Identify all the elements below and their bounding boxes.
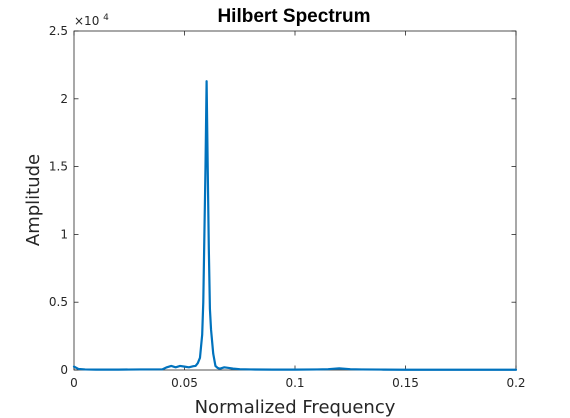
- x-tick-label: 0.2: [506, 376, 525, 390]
- y-axis-ticks: 0 0.5 1 1.5 2 2.5: [49, 24, 516, 377]
- y-tick-label: 1.5: [49, 160, 68, 174]
- svg-text:×10 4: ×10 4: [74, 13, 109, 28]
- x-axis-label: Normalized Frequency: [195, 397, 396, 418]
- y-tick-label: 0: [60, 363, 68, 377]
- x-tick-label: 0.1: [285, 376, 304, 390]
- y-exponent-power: 4: [103, 13, 109, 23]
- y-tick-label: 2.5: [49, 24, 68, 38]
- x-tick-label: 0: [70, 376, 78, 390]
- y-tick-label: 0.5: [49, 295, 68, 309]
- x-axis-ticks: 0 0.05 0.1 0.15 0.2: [70, 31, 526, 390]
- series-line: [72, 80, 518, 371]
- y-tick-label: 1: [60, 227, 68, 241]
- y-tick-label: 2: [60, 92, 68, 106]
- y-exponent-base: ×10: [74, 14, 99, 28]
- chart-title: Hilbert Spectrum: [217, 6, 370, 27]
- x-tick-label: 0.05: [171, 376, 198, 390]
- y-axis-label: Amplitude: [23, 154, 44, 246]
- x-tick-label: 0.15: [392, 376, 419, 390]
- plot-area: [73, 30, 517, 371]
- y-axis-exponent: ×10 4: [74, 13, 109, 28]
